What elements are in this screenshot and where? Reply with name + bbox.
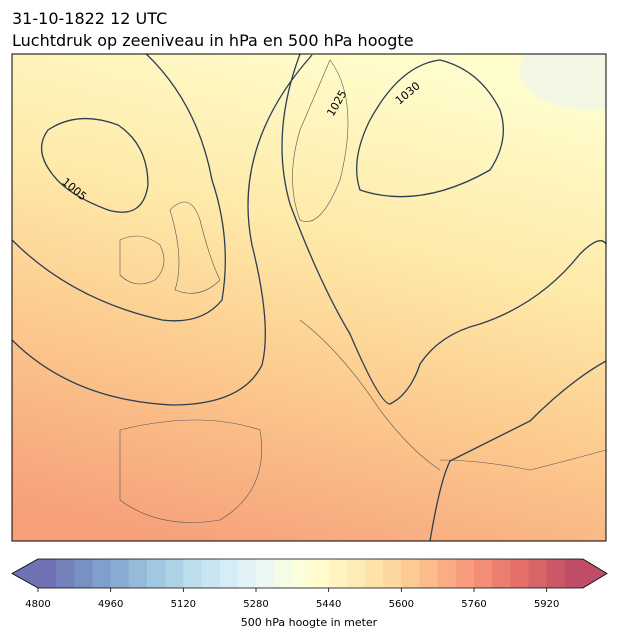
colorbar-segment bbox=[365, 559, 384, 588]
colorbar-segment bbox=[292, 559, 311, 588]
isobar bbox=[12, 54, 226, 322]
colorbar-segment bbox=[564, 559, 584, 588]
isobar bbox=[12, 54, 313, 406]
colorbar-tick-label: 5920 bbox=[534, 599, 559, 610]
colorbar-segment bbox=[528, 559, 548, 588]
colorbar-segment bbox=[437, 559, 457, 588]
colorbar-outline bbox=[11, 558, 608, 589]
map-background bbox=[12, 54, 606, 541]
colorbar-segment bbox=[455, 559, 475, 588]
colorbar-segment bbox=[510, 559, 529, 588]
colorbar-segment bbox=[147, 559, 166, 588]
colorbar-segment bbox=[419, 559, 439, 588]
colorbar-tick-label: 5440 bbox=[316, 599, 341, 610]
colorbar-segment bbox=[110, 559, 130, 588]
coastlines bbox=[119, 59, 606, 523]
colorbar-segment bbox=[219, 559, 239, 588]
colorbar-segment bbox=[165, 559, 184, 588]
colorbar-tick-label: 5600 bbox=[389, 599, 414, 610]
colorbar-segment bbox=[546, 559, 566, 588]
isobar bbox=[281, 54, 606, 405]
colorbar-segment bbox=[346, 559, 366, 588]
colorbar-tick-label: 5120 bbox=[171, 599, 196, 610]
colorbar-segment bbox=[256, 559, 275, 588]
map-frame bbox=[11, 53, 607, 542]
colorbar-segment bbox=[310, 559, 330, 588]
colorbar-tick-label: 5760 bbox=[461, 599, 486, 610]
colorbar-segment bbox=[383, 559, 402, 588]
colorbar-extend-low bbox=[12, 559, 38, 588]
colorbar-tick-label: 5280 bbox=[243, 599, 268, 610]
colorbar: 4800 4960 5120 5280 5440 5600 5760 5920 bbox=[11, 558, 608, 610]
colorbar-label: 500 hPa hoogte in meter bbox=[241, 616, 378, 629]
colorbar-segment bbox=[183, 559, 202, 588]
colorbar-segment bbox=[38, 559, 57, 588]
map bbox=[12, 54, 606, 541]
colorbar-segment bbox=[74, 559, 93, 588]
colorbar-tick-label: 4800 bbox=[25, 599, 50, 610]
colorbar-segment bbox=[492, 559, 511, 588]
colorbar-segment bbox=[237, 559, 257, 588]
isobar bbox=[429, 360, 606, 541]
colorbar-segment bbox=[56, 559, 75, 588]
title-line1: 31-10-1822 12 UTC bbox=[12, 9, 167, 28]
isobar bbox=[356, 59, 504, 198]
colorbar-segment bbox=[474, 559, 493, 588]
map-shade bbox=[520, 54, 606, 110]
colorbar-segment bbox=[201, 559, 221, 588]
colorbar-segment bbox=[128, 559, 148, 588]
colorbar-segment bbox=[274, 559, 293, 588]
colorbar-segment bbox=[92, 559, 112, 588]
isobar bbox=[41, 117, 149, 213]
colorbar-extend-high bbox=[583, 559, 607, 588]
title-line2: Luchtdruk op zeeniveau in hPa en 500 hPa… bbox=[12, 31, 414, 50]
colorbar-segment bbox=[401, 559, 420, 588]
colorbar-tick-label: 4960 bbox=[98, 599, 123, 610]
colorbar-segment bbox=[328, 559, 348, 588]
